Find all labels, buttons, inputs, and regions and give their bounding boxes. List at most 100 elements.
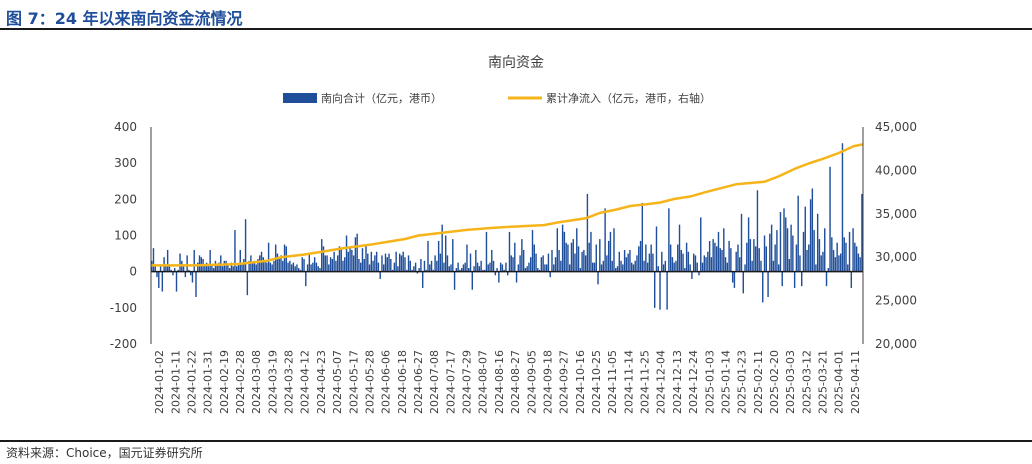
bar bbox=[393, 262, 396, 272]
right-axis-ticks: 20,000 25,000 30,000 35,000 40,000 45,000 bbox=[875, 120, 917, 351]
bar bbox=[839, 253, 842, 272]
bar bbox=[360, 262, 362, 272]
bar bbox=[404, 257, 406, 272]
bar bbox=[154, 264, 156, 272]
bar bbox=[377, 262, 380, 272]
bar bbox=[678, 224, 681, 272]
bar bbox=[282, 260, 284, 272]
bar bbox=[616, 266, 619, 272]
bar bbox=[813, 230, 815, 272]
bar bbox=[687, 251, 690, 272]
x-tick-label: 2024-02-28 bbox=[234, 350, 247, 414]
bar bbox=[221, 266, 224, 272]
bar bbox=[847, 264, 849, 272]
bar bbox=[452, 239, 454, 272]
bar bbox=[427, 240, 429, 272]
bar bbox=[303, 259, 305, 272]
x-tick-label: 2024-06-27 bbox=[412, 350, 425, 414]
bar bbox=[244, 219, 247, 272]
bar bbox=[677, 244, 679, 272]
bar bbox=[655, 226, 658, 272]
left-tick-label: 300 bbox=[114, 156, 137, 170]
bar bbox=[503, 269, 505, 272]
bar bbox=[530, 257, 532, 272]
bar bbox=[545, 264, 548, 272]
x-tick-label: 2024-09-05 bbox=[525, 350, 538, 414]
bar bbox=[657, 266, 659, 272]
bar bbox=[638, 246, 640, 272]
bar bbox=[159, 266, 162, 272]
bar bbox=[313, 257, 316, 272]
bar bbox=[273, 260, 275, 272]
bar bbox=[198, 255, 201, 272]
bar bbox=[218, 262, 220, 272]
bar bbox=[398, 253, 401, 272]
x-tick-label: 2024-12-13 bbox=[671, 350, 684, 414]
x-tick-label: 2024-12-24 bbox=[687, 350, 700, 414]
bar bbox=[216, 264, 218, 272]
bar bbox=[165, 266, 167, 272]
bar bbox=[227, 264, 229, 272]
bar bbox=[554, 257, 557, 272]
bar bbox=[590, 231, 592, 272]
bar bbox=[765, 246, 768, 272]
bar bbox=[609, 231, 612, 272]
bar bbox=[414, 262, 417, 272]
bar bbox=[285, 246, 288, 272]
bar bbox=[652, 253, 654, 272]
bar bbox=[290, 264, 293, 272]
bar bbox=[680, 249, 682, 272]
bar bbox=[342, 260, 344, 272]
bar bbox=[561, 224, 564, 272]
bar bbox=[445, 235, 447, 272]
bar bbox=[225, 260, 227, 272]
bar bbox=[781, 271, 783, 287]
bar bbox=[599, 239, 601, 272]
bar bbox=[726, 262, 729, 272]
bar bbox=[808, 244, 810, 272]
bar bbox=[383, 264, 385, 272]
bar bbox=[395, 251, 397, 272]
bar bbox=[785, 217, 787, 272]
bar bbox=[278, 259, 280, 272]
bar bbox=[204, 264, 206, 272]
bar bbox=[662, 264, 665, 272]
bar bbox=[804, 206, 806, 272]
bar bbox=[298, 268, 300, 272]
bar bbox=[852, 228, 854, 272]
bar bbox=[521, 239, 523, 272]
bar bbox=[792, 235, 794, 272]
bar bbox=[744, 264, 746, 272]
bar bbox=[188, 269, 190, 272]
bar bbox=[329, 257, 332, 272]
bar bbox=[361, 248, 364, 272]
bar bbox=[786, 228, 789, 272]
bar bbox=[544, 264, 546, 272]
bar bbox=[836, 242, 838, 272]
bar bbox=[696, 262, 698, 272]
bar bbox=[186, 255, 188, 272]
bar bbox=[763, 235, 766, 272]
bar bbox=[654, 271, 656, 308]
bar bbox=[659, 271, 661, 310]
legend: 南向合计（亿元，港币） 累计净流入（亿元，港币，右轴） bbox=[283, 91, 711, 105]
x-tick-label: 2024-01-11 bbox=[169, 350, 182, 414]
bar bbox=[758, 248, 760, 272]
bar bbox=[710, 257, 713, 272]
bar bbox=[600, 264, 603, 272]
bar bbox=[471, 271, 473, 290]
bar bbox=[533, 244, 535, 272]
bar bbox=[620, 260, 622, 272]
bar bbox=[728, 240, 730, 272]
bar bbox=[390, 259, 392, 272]
bar bbox=[212, 268, 215, 272]
bar bbox=[515, 271, 518, 283]
bar bbox=[524, 268, 527, 272]
bar bbox=[276, 253, 279, 272]
bar bbox=[668, 208, 670, 272]
bar bbox=[243, 259, 245, 272]
bar bbox=[512, 257, 514, 272]
bar bbox=[236, 266, 238, 272]
bar bbox=[574, 253, 576, 272]
x-tick-label: 2024-07-17 bbox=[444, 350, 457, 414]
